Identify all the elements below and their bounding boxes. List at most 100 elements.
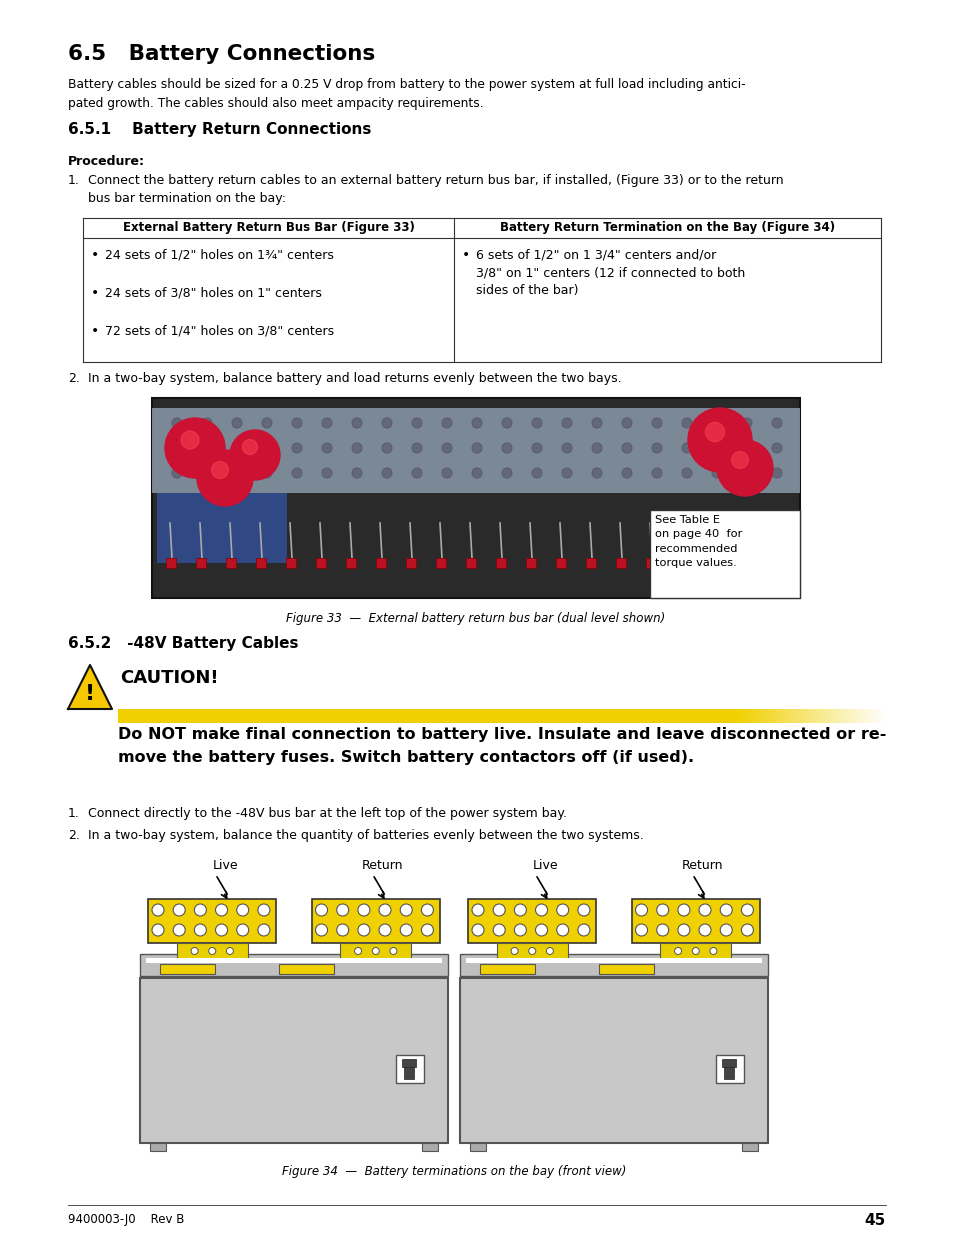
Bar bbox=[468, 899, 596, 944]
Bar bbox=[788, 709, 789, 722]
Bar bbox=[403, 1067, 414, 1078]
Bar bbox=[735, 709, 737, 722]
Text: •: • bbox=[91, 324, 99, 338]
Circle shape bbox=[532, 443, 541, 453]
Circle shape bbox=[493, 924, 505, 936]
Bar bbox=[796, 709, 797, 722]
Bar bbox=[176, 944, 248, 960]
Bar bbox=[838, 709, 840, 722]
Text: 6 sets of 1/2" on 1 3/4" centers and/or
3/8" on 1" centers (12 if connected to b: 6 sets of 1/2" on 1 3/4" centers and/or … bbox=[476, 248, 744, 296]
Bar bbox=[739, 709, 740, 722]
Bar bbox=[748, 709, 749, 722]
Circle shape bbox=[172, 417, 182, 429]
Circle shape bbox=[720, 924, 732, 936]
Bar bbox=[150, 1144, 166, 1151]
Bar bbox=[160, 965, 214, 974]
Bar bbox=[857, 709, 858, 722]
Bar bbox=[779, 709, 780, 722]
Bar bbox=[556, 558, 565, 568]
Circle shape bbox=[741, 417, 751, 429]
Bar bbox=[855, 709, 856, 722]
Bar bbox=[812, 709, 813, 722]
Circle shape bbox=[687, 408, 751, 472]
Circle shape bbox=[472, 417, 481, 429]
Bar bbox=[843, 709, 844, 722]
Circle shape bbox=[699, 904, 710, 916]
Bar bbox=[841, 709, 842, 722]
Bar bbox=[740, 709, 741, 722]
Bar bbox=[465, 558, 476, 568]
Circle shape bbox=[681, 417, 691, 429]
Text: 1.: 1. bbox=[68, 806, 80, 820]
Bar bbox=[784, 709, 785, 722]
Bar bbox=[834, 709, 835, 722]
Bar bbox=[470, 1144, 485, 1151]
Bar bbox=[776, 709, 778, 722]
Bar bbox=[406, 558, 416, 568]
Bar bbox=[813, 709, 814, 722]
Circle shape bbox=[441, 417, 452, 429]
Bar bbox=[837, 709, 838, 722]
Bar bbox=[755, 709, 757, 722]
Bar bbox=[793, 709, 794, 722]
Circle shape bbox=[546, 947, 553, 955]
Bar bbox=[759, 709, 760, 722]
Bar bbox=[867, 709, 868, 722]
Text: Connect directly to the -48V bus bar at the left top of the power system bay.: Connect directly to the -48V bus bar at … bbox=[88, 806, 566, 820]
Bar bbox=[821, 709, 822, 722]
Circle shape bbox=[336, 904, 349, 916]
Bar bbox=[340, 944, 411, 960]
Circle shape bbox=[257, 924, 270, 936]
Bar bbox=[767, 709, 768, 722]
Bar bbox=[770, 709, 771, 722]
Circle shape bbox=[215, 904, 228, 916]
Circle shape bbox=[720, 904, 732, 916]
Bar bbox=[721, 1058, 735, 1067]
Bar bbox=[735, 558, 745, 568]
Bar bbox=[850, 709, 851, 722]
Circle shape bbox=[771, 417, 781, 429]
Circle shape bbox=[621, 468, 631, 478]
Text: Figure 33  —  External battery return bus bar (dual level shown): Figure 33 — External battery return bus … bbox=[286, 613, 665, 625]
Bar bbox=[401, 1058, 416, 1067]
Circle shape bbox=[711, 443, 721, 453]
Bar bbox=[811, 709, 812, 722]
Bar bbox=[778, 709, 779, 722]
Bar bbox=[616, 558, 625, 568]
Bar bbox=[852, 709, 853, 722]
Bar bbox=[792, 709, 793, 722]
Bar bbox=[875, 709, 876, 722]
Text: 2.: 2. bbox=[68, 829, 80, 842]
Circle shape bbox=[232, 417, 242, 429]
Text: In a two-bay system, balance the quantity of batteries evenly between the two sy: In a two-bay system, balance the quantit… bbox=[88, 829, 643, 842]
Bar bbox=[459, 953, 767, 976]
Bar bbox=[762, 709, 763, 722]
Circle shape bbox=[472, 904, 483, 916]
Circle shape bbox=[621, 417, 631, 429]
Bar bbox=[157, 493, 287, 563]
Bar bbox=[787, 709, 788, 722]
Circle shape bbox=[212, 462, 228, 478]
Bar bbox=[884, 709, 885, 722]
Bar bbox=[140, 953, 448, 976]
Bar bbox=[791, 709, 792, 722]
Circle shape bbox=[355, 947, 361, 955]
Bar bbox=[785, 709, 786, 722]
Bar bbox=[866, 709, 867, 722]
Circle shape bbox=[378, 924, 391, 936]
Bar bbox=[826, 709, 827, 722]
Bar bbox=[459, 978, 767, 1144]
Bar bbox=[773, 709, 774, 722]
Circle shape bbox=[704, 422, 724, 442]
Bar bbox=[758, 709, 759, 722]
Text: !: ! bbox=[85, 684, 95, 704]
Bar bbox=[118, 709, 735, 722]
Circle shape bbox=[315, 904, 327, 916]
Bar bbox=[723, 1067, 733, 1078]
Bar bbox=[148, 899, 276, 944]
Text: Battery Return Termination on the Bay (Figure 34): Battery Return Termination on the Bay (F… bbox=[499, 221, 834, 233]
Bar bbox=[375, 558, 386, 568]
Text: Do NOT make final connection to battery live. Insulate and leave disconnected or: Do NOT make final connection to battery … bbox=[118, 727, 885, 764]
Text: •: • bbox=[91, 248, 99, 262]
Bar bbox=[772, 709, 773, 722]
